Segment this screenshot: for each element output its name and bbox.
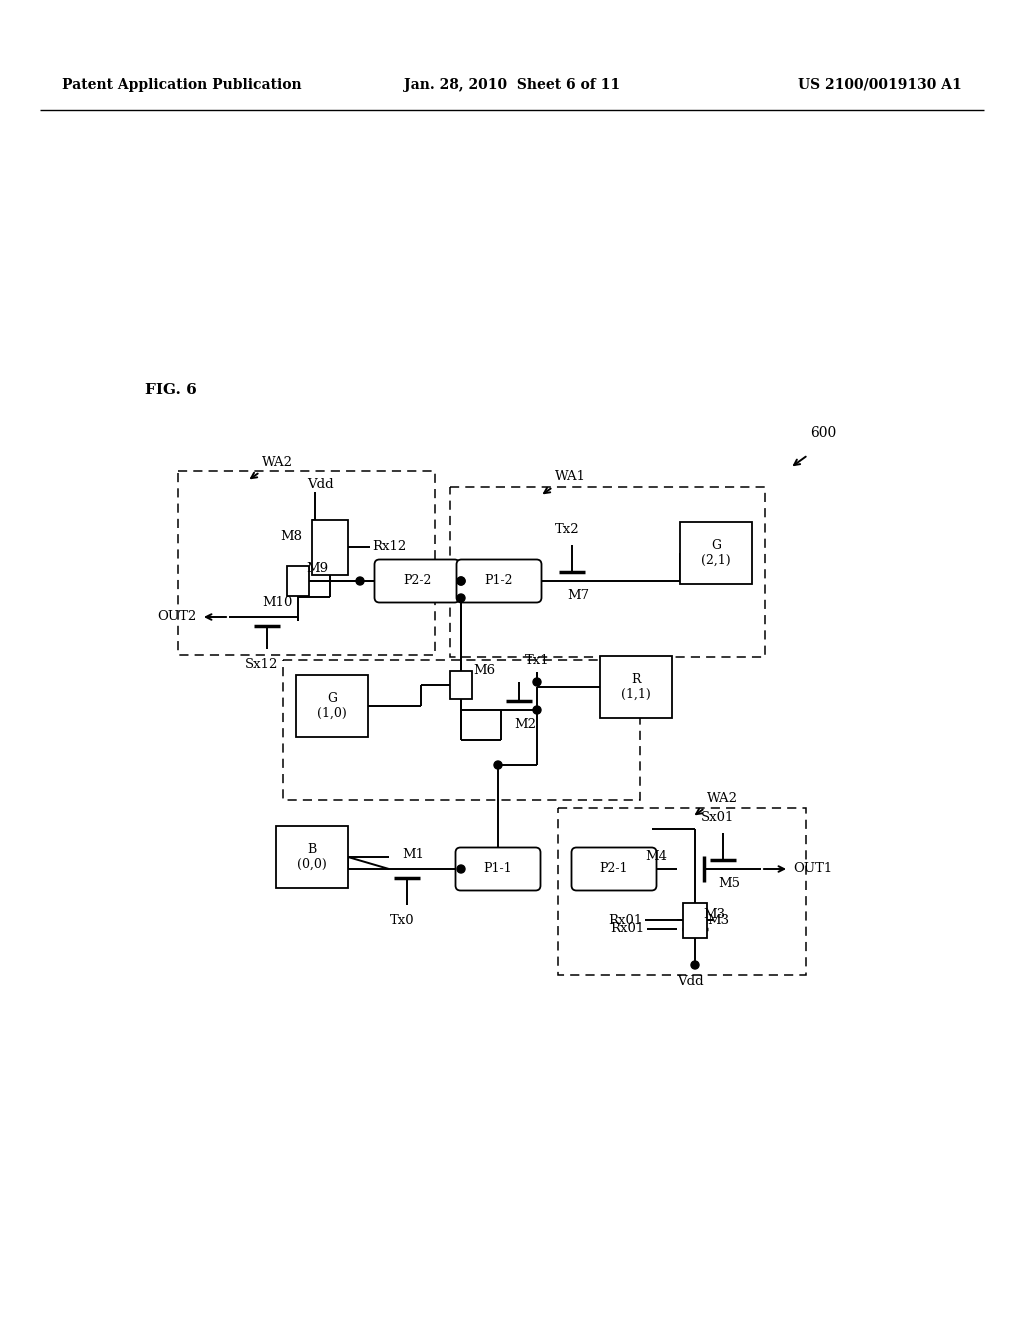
Text: WA1: WA1 — [555, 470, 586, 483]
Text: US 2100/0019130 A1: US 2100/0019130 A1 — [799, 78, 962, 92]
Text: M8: M8 — [280, 531, 302, 544]
Text: WA2: WA2 — [707, 792, 738, 804]
Bar — [450, 487, 765, 657]
Text: Rx01: Rx01 — [610, 923, 644, 936]
Text: P1-2: P1-2 — [484, 574, 513, 587]
Bar — [450, 671, 472, 700]
Circle shape — [691, 961, 699, 969]
Text: Patent Application Publication: Patent Application Publication — [62, 78, 302, 92]
Text: Tx1: Tx1 — [524, 653, 549, 667]
Text: 600: 600 — [810, 426, 837, 440]
Text: R
(1,1): R (1,1) — [622, 673, 651, 701]
Circle shape — [457, 577, 465, 585]
Bar — [600, 656, 672, 718]
Text: B
(0,0): B (0,0) — [297, 843, 327, 871]
Text: M10: M10 — [262, 597, 293, 610]
Circle shape — [534, 706, 541, 714]
Bar — [287, 566, 309, 597]
Bar — [296, 675, 368, 737]
Text: M1: M1 — [402, 849, 424, 862]
Text: M9: M9 — [306, 562, 328, 576]
Text: Sx01: Sx01 — [701, 810, 734, 824]
Text: Sx12: Sx12 — [246, 659, 279, 672]
Text: OUT2: OUT2 — [158, 610, 197, 623]
Bar — [312, 520, 348, 574]
Text: WA2: WA2 — [262, 455, 293, 469]
Text: G
(1,0): G (1,0) — [317, 692, 347, 719]
Text: P2-2: P2-2 — [402, 574, 431, 587]
FancyBboxPatch shape — [571, 847, 656, 891]
FancyBboxPatch shape — [375, 560, 460, 602]
Text: M3: M3 — [703, 908, 725, 921]
Circle shape — [457, 577, 465, 585]
Bar — [680, 521, 752, 583]
Text: Tx0: Tx0 — [390, 913, 415, 927]
Text: M7: M7 — [567, 589, 589, 602]
Text: P2-1: P2-1 — [600, 862, 629, 875]
Text: Tx2: Tx2 — [555, 523, 580, 536]
Circle shape — [356, 577, 364, 585]
Bar — [276, 826, 348, 888]
Circle shape — [534, 678, 541, 686]
Circle shape — [457, 594, 465, 602]
FancyBboxPatch shape — [456, 847, 541, 891]
Text: M6: M6 — [473, 664, 496, 676]
Text: G
(2,1): G (2,1) — [701, 539, 731, 568]
Circle shape — [457, 865, 465, 873]
Text: OUT1: OUT1 — [793, 862, 833, 875]
Text: Rx12: Rx12 — [372, 540, 407, 553]
Bar — [683, 903, 707, 937]
Text: Vdd: Vdd — [677, 975, 703, 987]
Text: P1-1: P1-1 — [483, 862, 512, 875]
Text: M4: M4 — [645, 850, 667, 863]
FancyBboxPatch shape — [457, 560, 542, 602]
Text: Rx01: Rx01 — [608, 913, 642, 927]
Bar — [283, 660, 640, 800]
Text: Jan. 28, 2010  Sheet 6 of 11: Jan. 28, 2010 Sheet 6 of 11 — [403, 78, 621, 92]
Text: M2: M2 — [514, 718, 536, 731]
Text: M5: M5 — [718, 876, 740, 890]
Bar — [178, 471, 435, 655]
Text: FIG. 6: FIG. 6 — [145, 383, 197, 397]
Circle shape — [494, 762, 502, 770]
Text: M3: M3 — [707, 913, 729, 927]
Text: Vdd: Vdd — [307, 478, 334, 491]
Bar — [558, 808, 806, 975]
